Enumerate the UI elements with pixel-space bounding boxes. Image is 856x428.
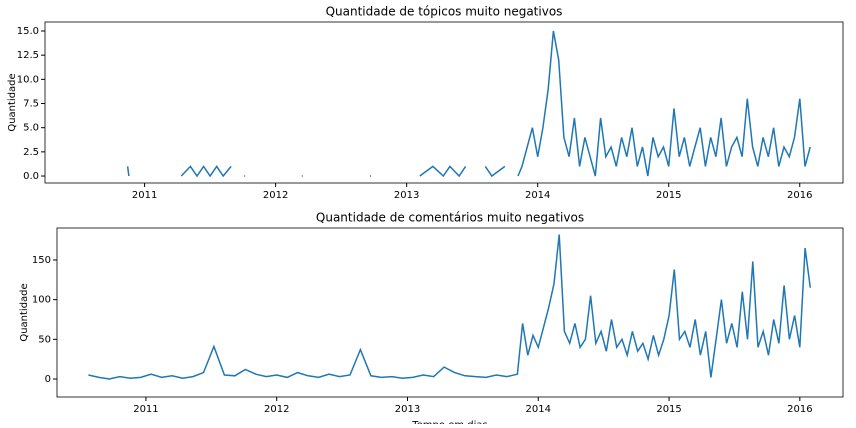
x-tick-label: 2015 [656, 190, 681, 201]
y-axis-label: Quantidade [19, 283, 30, 341]
y-tick-label: 0 [45, 374, 51, 385]
x-tick-label: 2013 [395, 404, 420, 415]
chart-title: Quantidade de tópicos muito negativos [326, 5, 563, 19]
x-tick-label: 2012 [263, 190, 288, 201]
y-tick-label: 100 [32, 295, 51, 306]
y-tick-label: 0.0 [23, 171, 39, 182]
plot-frame [56, 227, 844, 398]
y-axis-label: Quantidade [7, 73, 18, 131]
x-tick-label: 2016 [787, 404, 812, 415]
x-tick-label: 2014 [526, 404, 551, 415]
y-tick-label: 15.0 [17, 26, 39, 37]
x-tick-label: 2013 [394, 190, 419, 201]
x-tick-label: 2016 [787, 190, 812, 201]
plot-frame [44, 21, 844, 184]
y-tick-label: 10.0 [17, 74, 39, 85]
x-axis-label: Tempo em dias [411, 420, 487, 424]
y-tick-label: 12.5 [17, 50, 39, 61]
x-tick-label: 2014 [525, 190, 550, 201]
y-tick-label: 2.5 [23, 147, 39, 158]
x-tick-label: 2015 [656, 404, 681, 415]
y-tick-label: 5.0 [23, 123, 39, 134]
data-line [88, 234, 812, 380]
x-tick-label: 2011 [133, 404, 158, 415]
data-line [126, 30, 811, 178]
y-tick-label: 7.5 [23, 99, 39, 110]
x-tick-label: 2011 [132, 190, 157, 201]
x-tick-label: 2012 [264, 404, 289, 415]
y-tick-label: 50 [38, 334, 51, 345]
chart-title: Quantidade de comentários muito negativo… [316, 211, 584, 225]
y-tick-label: 150 [32, 255, 51, 266]
